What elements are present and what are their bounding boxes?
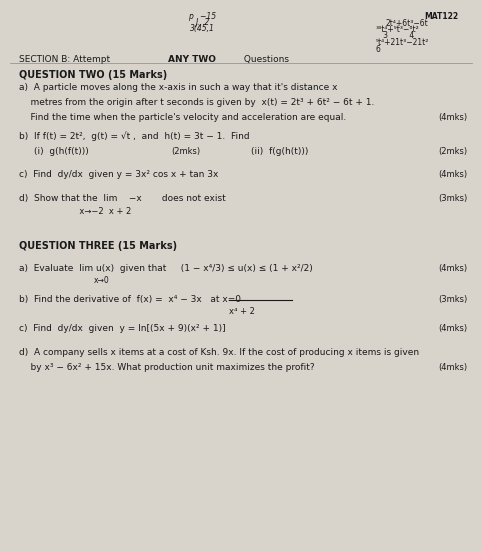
Text: ³³t⁴+⁹t³−⁶t²: ³³t⁴+⁹t³−⁶t² <box>376 25 420 34</box>
Text: (2mks): (2mks) <box>439 147 468 156</box>
Text: QUESTION TWO (15 Marks): QUESTION TWO (15 Marks) <box>19 70 168 80</box>
Text: b)  Find the derivative of  f(x) =  x⁴ − 3x   at x=0: b) Find the derivative of f(x) = x⁴ − 3x… <box>19 295 241 304</box>
Text: b)  If f(t) = 2t²,  g(t) = √t ,  and  h(t) = 3t − 1.  Find: b) If f(t) = 2t², g(t) = √t , and h(t) =… <box>19 131 250 141</box>
Text: (i)  g(h(f(t))): (i) g(h(f(t))) <box>34 147 89 156</box>
Text: a)  A particle moves along the x-axis in such a way that it's distance x: a) A particle moves along the x-axis in … <box>19 83 338 92</box>
Text: p   −15: p −15 <box>188 12 216 21</box>
Text: 3(45,1: 3(45,1 <box>190 24 215 33</box>
Text: (4mks): (4mks) <box>439 170 468 179</box>
Text: x→0: x→0 <box>94 276 110 285</box>
Text: a)  Evaluate  lim u(x)  given that     (1 − x⁴/3) ≤ u(x) ≤ (1 + x²/2): a) Evaluate lim u(x) given that (1 − x⁴/… <box>19 264 313 273</box>
Text: Find the time when the particle's velocity and acceleration are equal.: Find the time when the particle's veloci… <box>19 113 347 121</box>
Text: by x³ − 6x² + 15x. What production unit maximizes the profit?: by x³ − 6x² + 15x. What production unit … <box>19 363 315 372</box>
Text: MAT122: MAT122 <box>424 12 458 21</box>
Text: d)  Show that the  lim    −x       does not exist: d) Show that the lim −x does not exist <box>19 194 226 203</box>
Text: d)  A company sells x items at a cost of Ksh. 9x. If the cost of producing x ite: d) A company sells x items at a cost of … <box>19 348 419 357</box>
Text: x→−2  x + 2: x→−2 x + 2 <box>19 207 132 216</box>
Text: (3mks): (3mks) <box>438 295 468 304</box>
Text: x⁴ + 2: x⁴ + 2 <box>229 307 255 316</box>
Text: (4mks): (4mks) <box>439 113 468 121</box>
Text: metres from the origin after t seconds is given by  x(t) = 2t³ + 6t² − 6t + 1.: metres from the origin after t seconds i… <box>19 98 375 107</box>
Text: (ii)  f(g(h(t))): (ii) f(g(h(t))) <box>251 147 308 156</box>
Text: (3mks): (3mks) <box>438 194 468 203</box>
Text: (4mks): (4mks) <box>439 363 468 372</box>
Text: ⁹t⁴+21t³−21t²: ⁹t⁴+21t³−21t² <box>376 38 429 47</box>
Text: (4mks): (4mks) <box>439 264 468 273</box>
Text: SECTION B: Attempt: SECTION B: Attempt <box>19 55 113 64</box>
Text: (2mks): (2mks) <box>171 147 200 156</box>
Text: 6: 6 <box>376 45 381 54</box>
Text: ANY TWO: ANY TWO <box>168 55 216 64</box>
Text: 3         4: 3 4 <box>376 31 414 40</box>
Text: QUESTION THREE (15 Marks): QUESTION THREE (15 Marks) <box>19 241 177 251</box>
Text: (4mks): (4mks) <box>439 324 468 333</box>
Text: J.  2: J. 2 <box>195 18 210 26</box>
Text: c)  Find  dy/dx  given y = 3x² cos x + tan 3x: c) Find dy/dx given y = 3x² cos x + tan … <box>19 170 219 179</box>
Text: c)  Find  dy/dx  given  y = ln[(5x + 9)(x² + 1)]: c) Find dy/dx given y = ln[(5x + 9)(x² +… <box>19 324 226 333</box>
Text: Questions: Questions <box>241 55 289 64</box>
Text: 2t⁴+6t³−6t: 2t⁴+6t³−6t <box>386 19 428 28</box>
